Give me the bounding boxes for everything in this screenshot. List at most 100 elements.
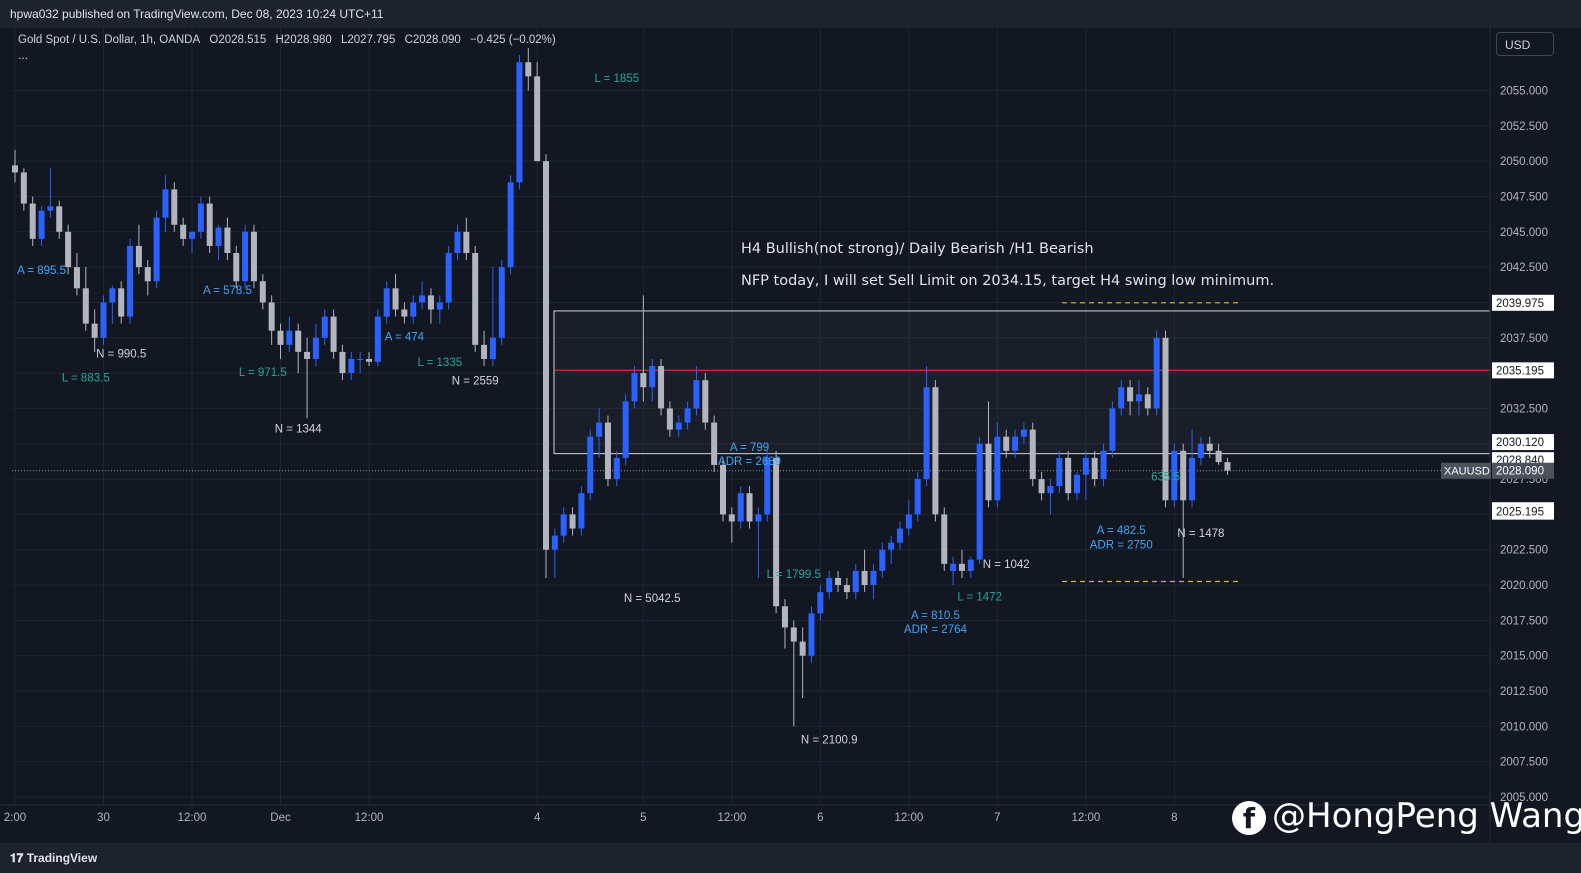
candle-body: [958, 563, 965, 571]
candle-body: [1074, 474, 1080, 494]
candle-body: [790, 627, 797, 642]
time-tick-label: 5: [640, 812, 646, 824]
watermark-text: @HongPeng Wang: [1272, 796, 1581, 836]
candle-body: [1135, 394, 1142, 402]
candle-body: [100, 302, 107, 338]
candle-body: [888, 542, 895, 550]
candle-body: [348, 358, 355, 374]
candle-body: [65, 231, 72, 268]
price-tag-label: 2025.195: [1496, 507, 1544, 519]
candle-body: [162, 189, 169, 218]
candle-body: [56, 206, 63, 232]
candle-body: [658, 366, 665, 409]
candle-body: [507, 182, 514, 268]
candle-body: [109, 288, 116, 303]
price-tag-label: 2028.090: [1496, 466, 1544, 478]
candle-body: [498, 267, 505, 338]
candle-body: [1082, 457, 1089, 475]
candle-body: [20, 172, 27, 204]
candle-body: [127, 245, 134, 317]
annotation-label: A = 810.5: [911, 610, 960, 622]
annotation-label: N = 2100.9: [801, 734, 858, 746]
price-tag-label: 2035.195: [1496, 365, 1544, 377]
candle-body: [543, 161, 549, 550]
candle-body: [1206, 443, 1213, 451]
ohlc-open: O2028.515: [209, 34, 267, 46]
price-tag-bg: [1492, 434, 1554, 451]
candle-body: [826, 577, 833, 593]
price-tag-label: 2030.120: [1496, 437, 1544, 449]
candle-body: [82, 288, 89, 324]
candle-body: [1215, 450, 1222, 463]
candle-body: [118, 288, 125, 317]
candle-body: [321, 316, 328, 338]
annotation-label: N = 2559: [452, 375, 499, 387]
candle-body: [197, 203, 204, 232]
candle-body: [950, 563, 957, 571]
candle-body: [587, 436, 594, 494]
price-tick-label: 2052.500: [1500, 121, 1548, 133]
candle-body: [985, 443, 992, 501]
author-watermark: f @HongPeng Wang: [1232, 796, 1581, 836]
candle-body: [1180, 450, 1187, 501]
candle-body: [684, 408, 691, 423]
time-tick-label: 4: [534, 812, 541, 824]
annotation-label: ADR = 2764: [904, 624, 968, 636]
ohlc-high: H2028.980: [275, 34, 332, 46]
candle-body: [481, 344, 488, 359]
time-tick-label: 12:00: [1071, 812, 1100, 824]
candle-body: [1153, 337, 1160, 409]
candle-body: [339, 351, 346, 374]
price-chart[interactable]: L = 1855 A = 895.5 N = 990.5 L = 883.5 A = 5…: [0, 0, 1581, 843]
tradingview-logo[interactable]: 𝟏𝟕 TradingView: [10, 851, 97, 866]
price-tick-label: 2022.500: [1500, 545, 1548, 557]
candle-body: [843, 585, 850, 593]
candle-body: [932, 387, 939, 515]
candle-body: [649, 366, 656, 388]
publish-header: hpwa032 published on TradingView.com, De…: [0, 0, 1581, 28]
candle-body: [463, 231, 470, 253]
time-tick-label: 8: [1171, 812, 1177, 824]
currency-selector[interactable]: USD: [1496, 32, 1554, 56]
time-tick-label: 12:00: [894, 812, 923, 824]
candle-body: [551, 535, 558, 550]
candle-body: [38, 210, 45, 239]
price-tick-label: 2015.000: [1500, 651, 1548, 663]
more-indicators-icon[interactable]: ...: [18, 48, 29, 62]
time-tick-label: 12:00: [717, 812, 746, 824]
candle-body: [47, 206, 54, 211]
symbol-legend: Gold Spot / U.S. Dollar, 1h, OANDA O2028…: [18, 34, 562, 46]
price-tick-label: 2020.000: [1500, 580, 1548, 592]
annotation-label: A = 578.5: [203, 285, 252, 297]
candle-body: [242, 231, 249, 282]
price-tag-bg: [1492, 462, 1554, 479]
candle-body: [666, 408, 673, 430]
candle-body: [1127, 387, 1134, 402]
price-tag-label: 2039.975: [1496, 298, 1544, 310]
candle-body: [923, 387, 930, 480]
candlestick-series: [12, 48, 1231, 727]
candle-body: [675, 422, 682, 430]
time-tick-label: Dec: [270, 812, 291, 824]
candle-body: [852, 570, 859, 593]
symbol-badge: XAUUSD: [1444, 466, 1490, 478]
candle-body: [994, 436, 1001, 501]
candle-body: [1065, 457, 1072, 494]
candle-body: [171, 189, 178, 225]
candle-body: [905, 514, 912, 529]
candle-body: [215, 227, 222, 246]
candle-body: [312, 337, 319, 359]
candle-body: [304, 351, 311, 359]
candle-body: [755, 514, 762, 522]
candle-body: [773, 457, 780, 607]
candle-body: [1003, 436, 1010, 451]
candle-body: [799, 641, 806, 656]
candle-body: [604, 422, 611, 480]
symbol-name: Gold Spot / U.S. Dollar, 1h, OANDA: [18, 34, 201, 46]
candle-body: [578, 493, 585, 529]
candle-body: [1056, 457, 1063, 487]
candle-body: [640, 373, 647, 388]
candle-body: [560, 514, 567, 536]
candle-body: [1197, 443, 1204, 458]
ohlc-low: L2027.795: [340, 34, 396, 46]
